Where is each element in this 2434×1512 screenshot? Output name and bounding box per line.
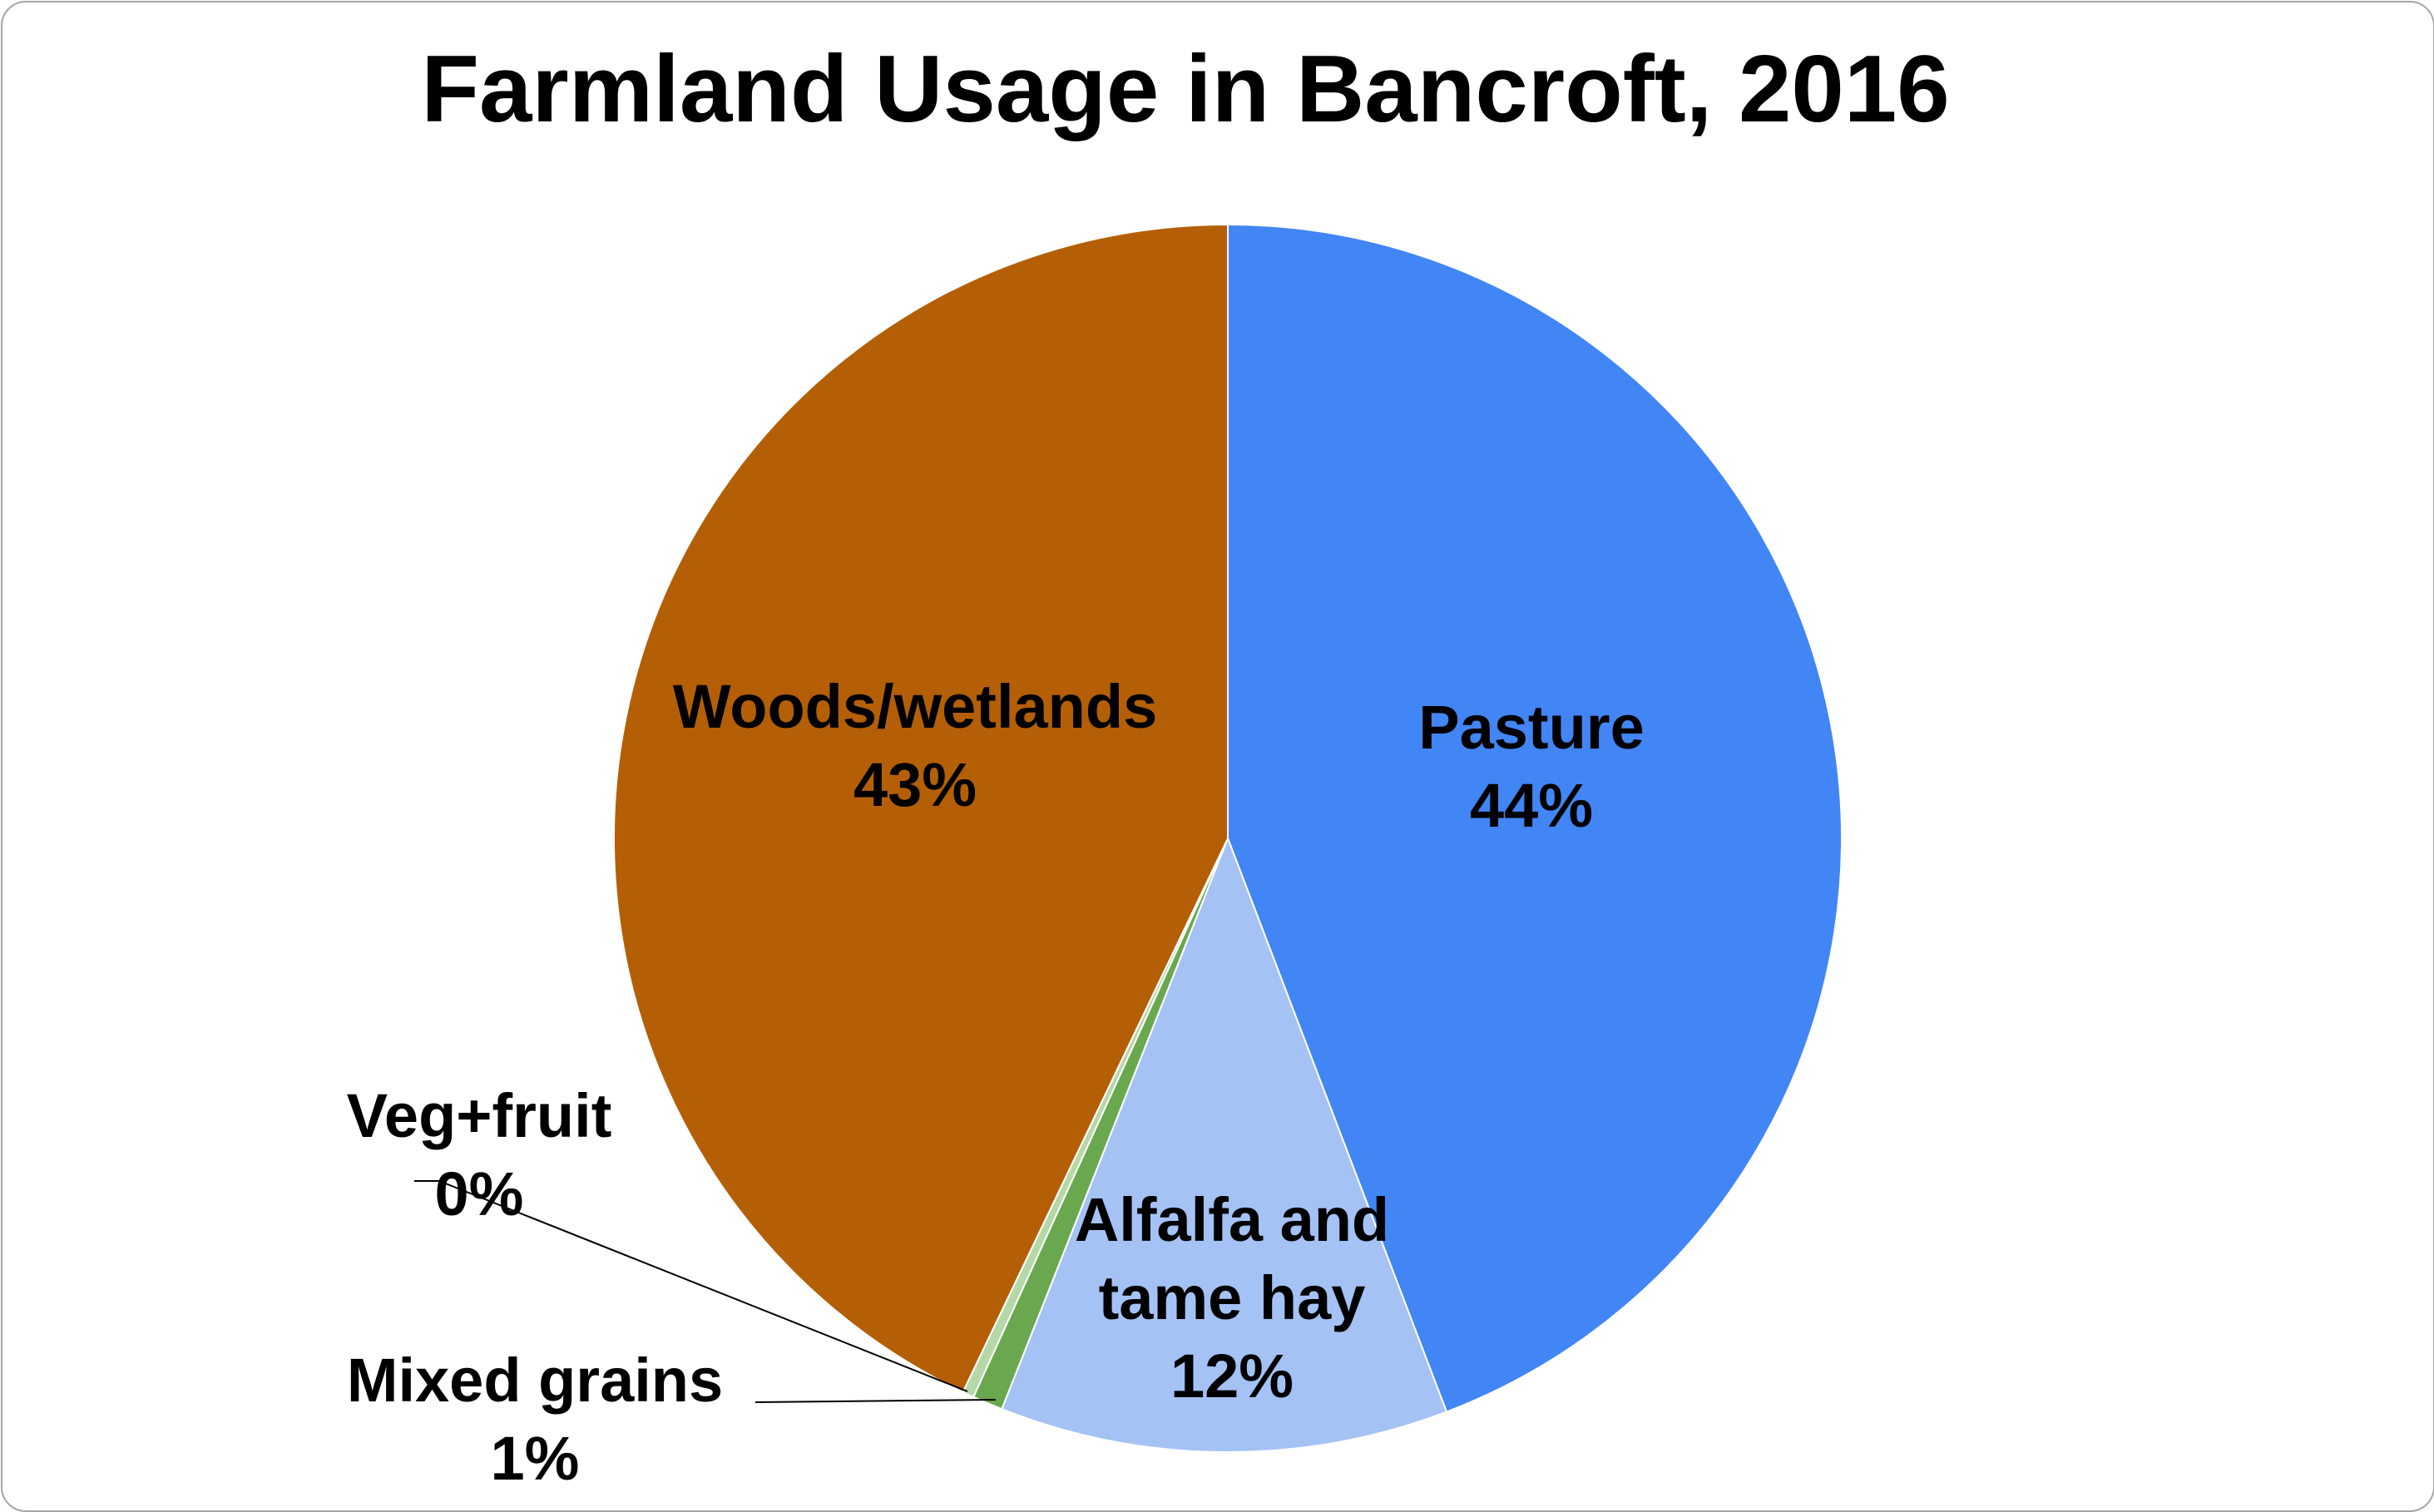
pie-slices [613,223,1843,1453]
data-label-veg-fruit: Veg+fruit 0% [347,1081,612,1228]
pie-slice-pasture [1227,223,1843,1413]
leader-line-veg-fruit [414,1180,968,1392]
data-label-mixed-grains: Mixed grains 1% [347,1346,723,1493]
data-label-pasture: Pasture 44% [1418,693,1644,840]
leader-lines [414,1180,997,1403]
pie-slice-woods-wetlands [613,223,1229,1394]
chart-title: Farmland Usage in Bancroft, 2016 [421,37,1949,142]
leader-line-mixed-grains [754,1399,997,1403]
data-label-woods-wetlands: Woods/wetlands 43% [673,672,1157,819]
data-label-alfalfa-and-tame-hay: Alfalfa and tame hay 12% [1075,1185,1389,1411]
slice-labels: Pasture 44% Alfalfa and tame hay 12% Mixed gr… [347,672,1645,1493]
pie-slice-alfalfa-and-tame-hay [1001,836,1448,1453]
